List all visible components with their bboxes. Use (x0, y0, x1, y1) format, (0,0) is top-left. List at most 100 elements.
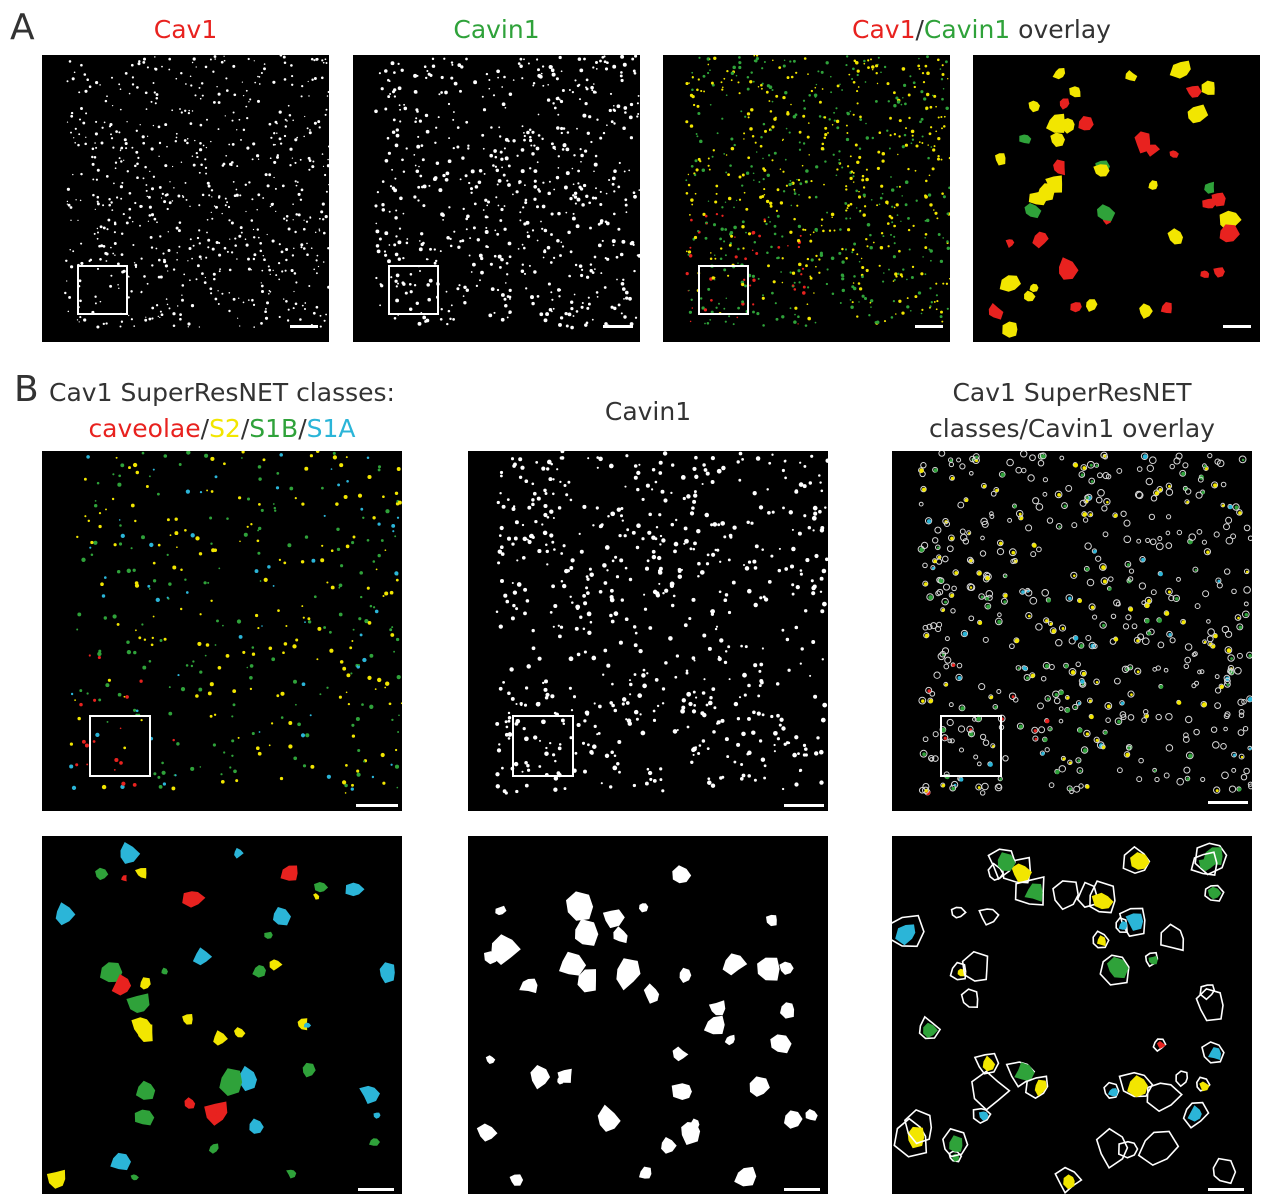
spot (1058, 718, 1064, 724)
spot (510, 616, 515, 621)
spot (708, 700, 713, 706)
spot (578, 185, 582, 189)
spot (1113, 637, 1119, 642)
spot (155, 247, 158, 250)
spot (747, 156, 751, 160)
spot (941, 727, 946, 733)
spot (1135, 491, 1144, 500)
spot (835, 174, 838, 177)
spot (1125, 614, 1132, 621)
spot (796, 239, 801, 243)
spot (580, 305, 584, 309)
spot (1203, 548, 1211, 556)
spot (122, 269, 126, 273)
spot (391, 130, 396, 134)
spot (374, 609, 379, 614)
spot (120, 533, 125, 539)
spot (394, 143, 399, 148)
spot (537, 73, 542, 78)
spot (599, 136, 603, 140)
spot (449, 237, 452, 241)
spot (939, 579, 944, 583)
spot (249, 664, 254, 668)
spot (693, 493, 698, 498)
spot (245, 210, 247, 213)
spot (874, 321, 878, 324)
spot (163, 637, 167, 641)
spot (752, 310, 755, 314)
spot (531, 646, 536, 651)
spot (691, 597, 696, 602)
spot (317, 120, 321, 124)
spot (990, 743, 996, 749)
spot (339, 463, 344, 468)
spot (613, 122, 616, 125)
spot (392, 118, 396, 122)
legend-sep: / (240, 414, 250, 443)
spot (142, 177, 145, 180)
spot (505, 725, 509, 729)
spot (190, 664, 194, 668)
spot (212, 272, 216, 276)
spot (1000, 472, 1005, 477)
spot (773, 730, 778, 736)
spot (165, 298, 168, 300)
spot (1144, 603, 1150, 609)
spot (381, 203, 385, 207)
spot (425, 76, 428, 80)
spot (396, 786, 399, 789)
spot (389, 185, 393, 188)
spot (977, 571, 982, 576)
spot (806, 303, 809, 306)
scale-bar (784, 804, 824, 807)
spot (956, 457, 962, 463)
spot (1203, 640, 1207, 644)
spot (587, 296, 590, 299)
spot (415, 301, 419, 305)
spot (710, 609, 715, 614)
spot (647, 770, 653, 776)
cav1-title: Cav1 (153, 15, 218, 44)
spot (541, 523, 544, 526)
spot (74, 142, 76, 144)
spot (663, 498, 668, 503)
spot (262, 458, 266, 462)
spot (846, 55, 849, 58)
spot (779, 961, 794, 975)
spot (548, 180, 551, 183)
spot (287, 227, 291, 231)
spot (100, 582, 104, 587)
spot (1147, 599, 1151, 603)
spot (118, 131, 121, 134)
spot (563, 483, 567, 488)
spot (381, 180, 385, 183)
spot (861, 265, 865, 270)
spot (710, 298, 713, 302)
spot (782, 170, 785, 173)
spot (1101, 565, 1106, 570)
spot (256, 208, 258, 211)
spot (1097, 204, 1116, 222)
spot (204, 158, 207, 161)
spot (130, 63, 134, 67)
spot (246, 146, 250, 150)
spot (576, 84, 580, 88)
spot (279, 453, 283, 457)
spot (775, 682, 780, 686)
spot (567, 230, 571, 235)
spot (1030, 551, 1037, 558)
spot (628, 169, 631, 172)
spot (1077, 598, 1082, 603)
spot (286, 1169, 297, 1179)
spot (966, 530, 972, 536)
spot (592, 66, 595, 69)
spot (571, 216, 576, 221)
spot (1206, 635, 1214, 643)
spot (291, 157, 294, 159)
spot (803, 464, 807, 468)
spot (514, 520, 519, 525)
spot (1216, 582, 1223, 589)
spot (1194, 568, 1198, 572)
spot (990, 490, 997, 497)
spot (633, 709, 639, 715)
